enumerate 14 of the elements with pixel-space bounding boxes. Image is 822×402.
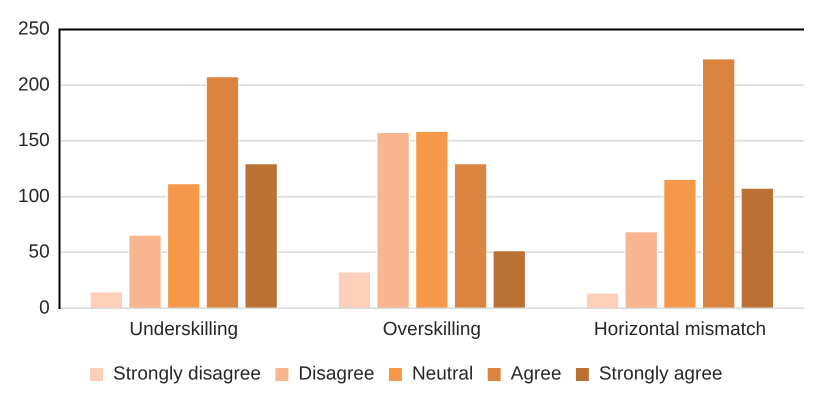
legend-label: Strongly agree xyxy=(598,364,722,385)
legend-label: Neutral xyxy=(412,364,474,385)
legend-label: Disagree xyxy=(298,364,374,385)
y-tick-label: 200 xyxy=(18,74,50,96)
y-tick-label: 150 xyxy=(18,130,50,152)
x-tick-label: Underskilling xyxy=(129,318,238,340)
y-tick-label: 250 xyxy=(18,18,50,40)
y-tick-label: 100 xyxy=(18,186,50,207)
y-tick-label: 50 xyxy=(28,242,50,263)
x-tick-label: Overskilling xyxy=(382,318,481,340)
x-tick-label: Horizontal mismatch xyxy=(594,318,766,340)
legend-label: Strongly disagree xyxy=(113,364,261,385)
y-tick-label: 0 xyxy=(39,297,50,318)
legend-label: Agree xyxy=(510,364,562,385)
